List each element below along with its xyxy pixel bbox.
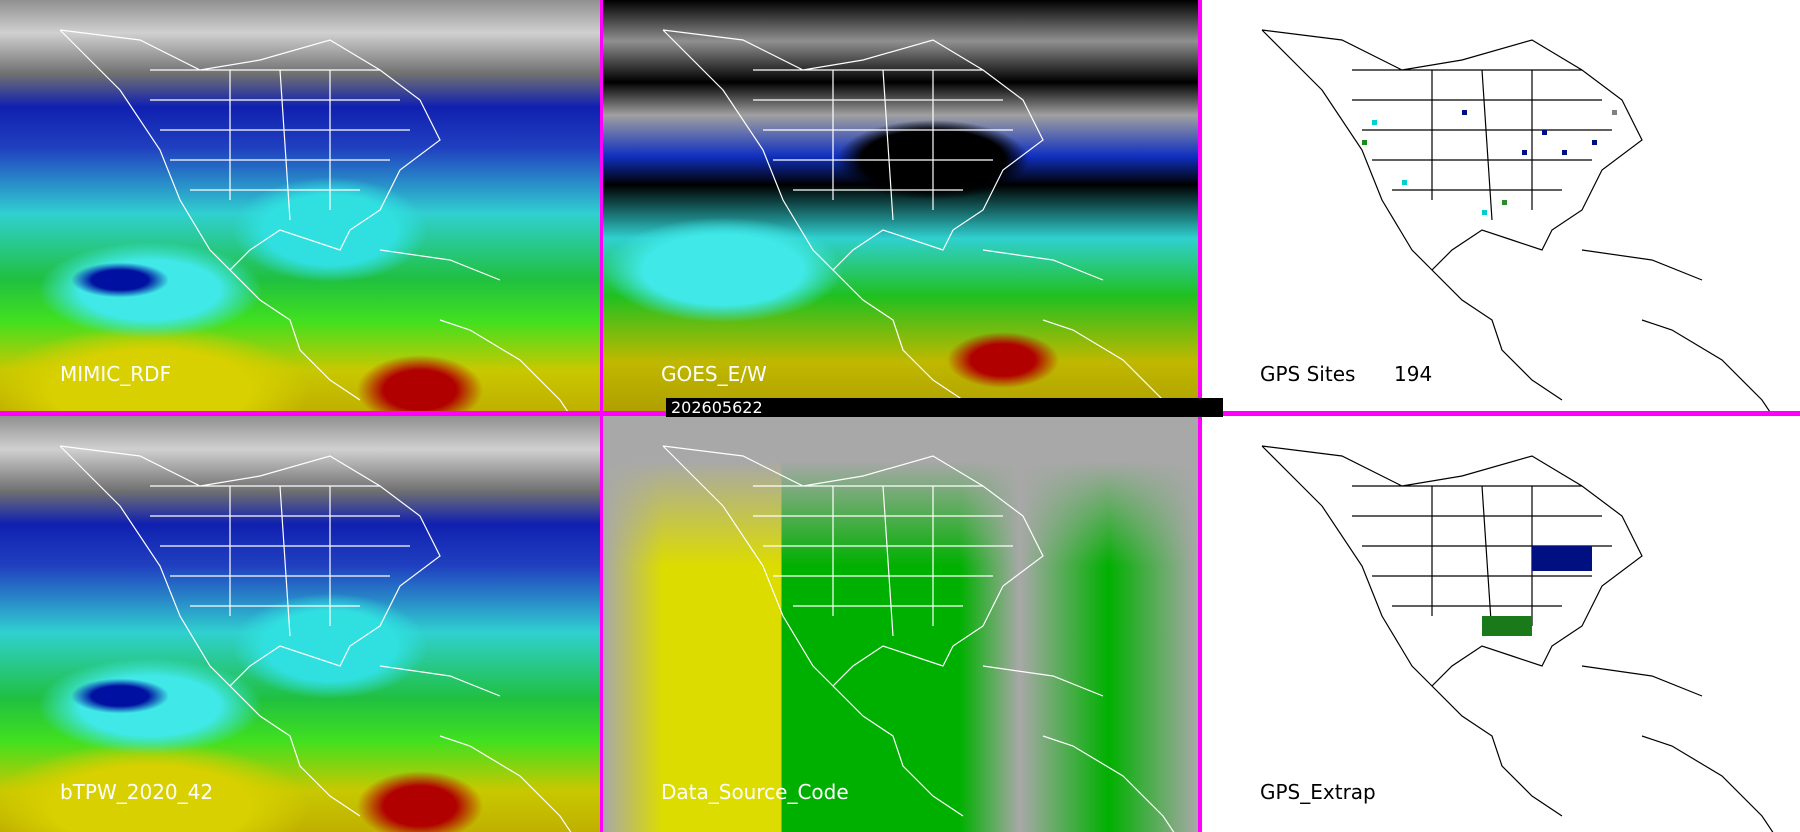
- panel-label: GPS_Extrap: [1260, 780, 1376, 804]
- gps-extrap-panel: GPS_Extrap: [1202, 416, 1800, 832]
- map-outline: [1261, 29, 1783, 411]
- panel-label: MIMIC_RDF: [60, 362, 172, 386]
- gps-site-count: 194: [1394, 362, 1433, 386]
- mimic-rdf-panel: MIMIC_RDF: [0, 0, 600, 411]
- timestamp-bar: 202605622: [666, 398, 1223, 417]
- map-outline: [662, 445, 1184, 832]
- map-outline: [59, 29, 581, 411]
- data-source-code-panel: Data_Source_Code: [603, 416, 1198, 832]
- map-outline: [662, 29, 1184, 411]
- panel-label: Data_Source_Code: [661, 780, 849, 804]
- gps-sites-panel: GPS Sites 194: [1202, 0, 1800, 411]
- panel-label: GPS Sites: [1260, 362, 1356, 386]
- map-outline: [59, 445, 581, 832]
- goes-ew-panel: GOES_E/W: [603, 0, 1198, 411]
- btpw-panel: bTPW_2020_42: [0, 416, 600, 832]
- panel-label: GOES_E/W: [661, 362, 767, 386]
- panel-label: bTPW_2020_42: [60, 780, 214, 804]
